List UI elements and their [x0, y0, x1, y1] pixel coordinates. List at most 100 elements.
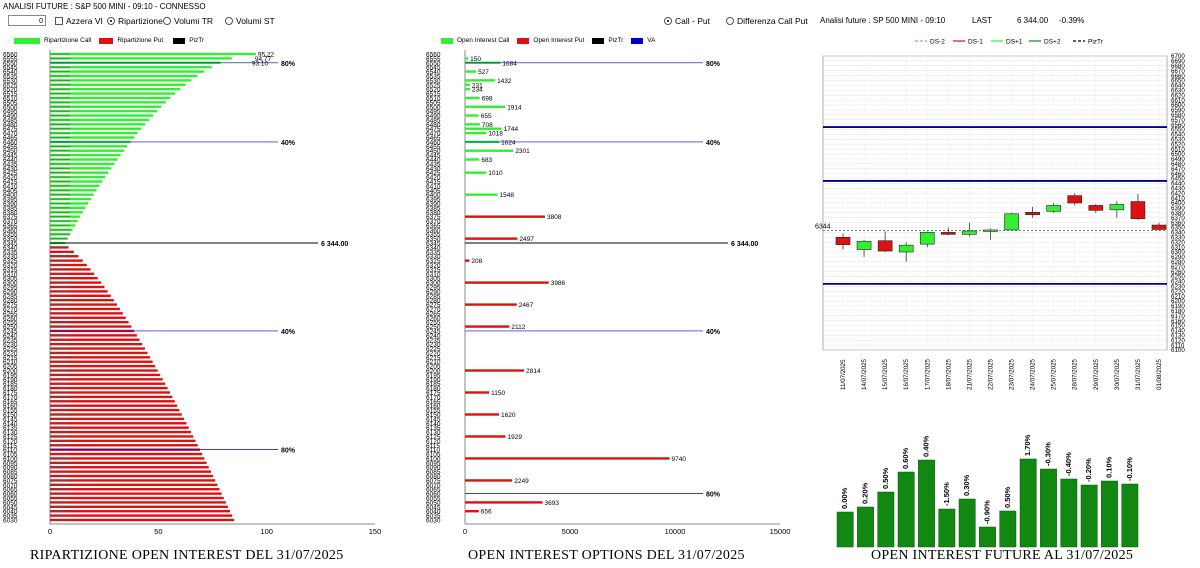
piztr-bar — [50, 484, 70, 486]
call-oi-label: 1010 — [488, 170, 503, 177]
put-bar — [50, 334, 137, 337]
radio-call-put[interactable]: Call - Put — [664, 16, 710, 26]
piztr-bar — [50, 93, 70, 94]
piztr-bar — [50, 194, 70, 195]
piztr-bar — [50, 119, 70, 121]
radio-differenza[interactable]: Differenza Call Put — [726, 16, 808, 26]
put-bar — [50, 320, 129, 324]
piztr-bar — [50, 80, 70, 81]
strike-label: 6375 — [426, 214, 441, 221]
strike-label: 6315 — [426, 267, 441, 274]
strike-label: 6220 — [3, 350, 18, 357]
piztr-bar — [50, 97, 70, 99]
put-bar — [50, 426, 189, 429]
call-oi-label: 234 — [472, 87, 483, 94]
put-bar — [50, 290, 108, 293]
legend-text: Open Interest Put — [533, 37, 585, 44]
radio-volumi-st-label: Volumi ST — [236, 16, 275, 26]
x-tick-label: 28/07/2025 — [1072, 358, 1079, 390]
piztr-bar — [50, 102, 70, 103]
strike-label: 6510 — [3, 95, 18, 102]
radio-ripartizione[interactable]: Ripartizione — [107, 16, 163, 26]
legend-swatch-piztr — [592, 37, 605, 44]
put-bar — [50, 400, 175, 403]
piztr-bar — [50, 238, 68, 239]
radio-icon — [163, 17, 171, 25]
reference-label: 80% — [706, 492, 721, 499]
x-tick-label: 17/07/2025 — [924, 358, 931, 390]
radio-volumi-tr[interactable]: Volumi TR — [163, 16, 213, 26]
piztr-bar — [50, 502, 70, 503]
strike-label: 6265 — [426, 311, 441, 318]
strike-label: 6075 — [3, 478, 18, 485]
x-tick-label: 24/07/2025 — [1030, 358, 1037, 390]
call-oi-bar — [465, 131, 487, 135]
x-tick-label: 30/07/2025 — [1114, 358, 1121, 390]
future-oi-label: 0.50% — [881, 467, 890, 489]
legend-text: VA — [647, 37, 656, 44]
piztr-bar — [50, 229, 70, 231]
strike-label: 6395 — [3, 197, 18, 204]
candle-body — [1004, 213, 1019, 231]
piztr-bar — [50, 326, 70, 327]
strike-label: 6360 — [3, 227, 18, 234]
strike-label: 6490 — [3, 113, 18, 120]
strike-label: 6435 — [3, 161, 18, 168]
strike-label: 6445 — [3, 153, 18, 160]
future-oi-label: 0.20% — [861, 482, 870, 504]
strike-label: 6085 — [426, 469, 441, 476]
strike-label: 6380 — [3, 210, 18, 217]
x-tick-label: 16/07/2025 — [903, 358, 910, 390]
piztr-bar — [50, 132, 70, 134]
put-bar — [50, 505, 228, 509]
reference-label: 40% — [706, 140, 721, 147]
put-oi-label: 2814 — [526, 368, 541, 375]
strike-label: 6385 — [426, 205, 441, 212]
y-tick-label: 6170 — [1171, 313, 1185, 320]
piztr-bar — [50, 414, 70, 415]
call-oi-label: 150 — [470, 56, 481, 63]
strike-label: 6450 — [3, 148, 18, 155]
strike-label: 6335 — [426, 249, 441, 256]
piztr-bar — [50, 387, 70, 389]
put-bar — [50, 452, 203, 456]
call-bar — [50, 70, 205, 73]
y-tick-label: 6560 — [1171, 122, 1185, 129]
strike-label: 6140 — [426, 421, 441, 428]
y-tick-label: 6440 — [1171, 181, 1185, 188]
azzera-checkbox[interactable]: Azzera VI — [55, 16, 103, 26]
future-oi-bar — [1101, 480, 1118, 548]
strike-label: 6200 — [426, 368, 441, 375]
strike-label: 6185 — [426, 381, 441, 388]
strike-label: 6405 — [3, 188, 18, 195]
put-bar — [50, 474, 214, 478]
reference-label: 40% — [281, 140, 296, 147]
top-value-label: 95.22 — [258, 52, 275, 59]
strike-label: 6410 — [426, 183, 441, 190]
put-bar — [50, 479, 216, 482]
radio-volumi-st[interactable]: Volumi ST — [225, 16, 275, 26]
put-bar — [50, 461, 207, 465]
value-spinner[interactable]: 0 — [8, 15, 46, 26]
put-oi-label: 208 — [471, 258, 482, 265]
strike-label: 6215 — [426, 355, 441, 362]
strike-label: 6135 — [426, 425, 441, 432]
strike-label: 6205 — [3, 364, 18, 371]
strike-label: 6235 — [426, 337, 441, 344]
y-tick-label: 6580 — [1171, 112, 1185, 119]
top-value-label: 93.10 — [252, 60, 269, 67]
strike-label: 6315 — [3, 267, 18, 274]
strike-label: 6520 — [3, 87, 18, 94]
strike-label: 6195 — [3, 372, 18, 379]
put-oi-bar — [465, 435, 506, 438]
strike-label: 6410 — [3, 183, 18, 190]
radio-selected-icon — [664, 17, 672, 25]
future-oi-bar — [938, 508, 956, 548]
piztr-bar — [50, 343, 70, 345]
strike-label: 6210 — [426, 359, 441, 366]
call-bar — [50, 83, 186, 86]
piztr-bar — [50, 291, 70, 292]
strike-label: 6320 — [3, 263, 18, 270]
strike-label: 6060 — [426, 491, 441, 498]
x-tick-label: 100 — [260, 527, 273, 536]
